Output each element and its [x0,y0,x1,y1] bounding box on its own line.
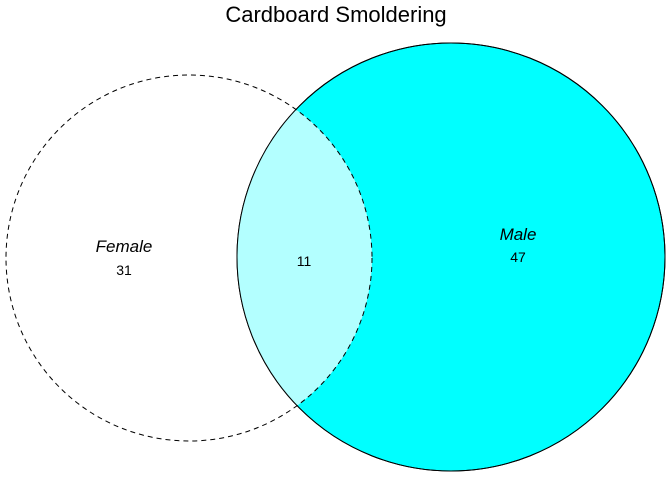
intersection-count: 11 [297,253,312,269]
male-count: 47 [510,249,526,265]
diagram-title: Cardboard Smoldering [225,2,446,27]
female-label: Female [96,237,153,256]
male-label: Male [500,225,537,244]
overlap-region [237,75,372,441]
male-circle-outline [236,42,666,472]
female-count: 31 [116,262,132,278]
female-circle [5,74,373,442]
